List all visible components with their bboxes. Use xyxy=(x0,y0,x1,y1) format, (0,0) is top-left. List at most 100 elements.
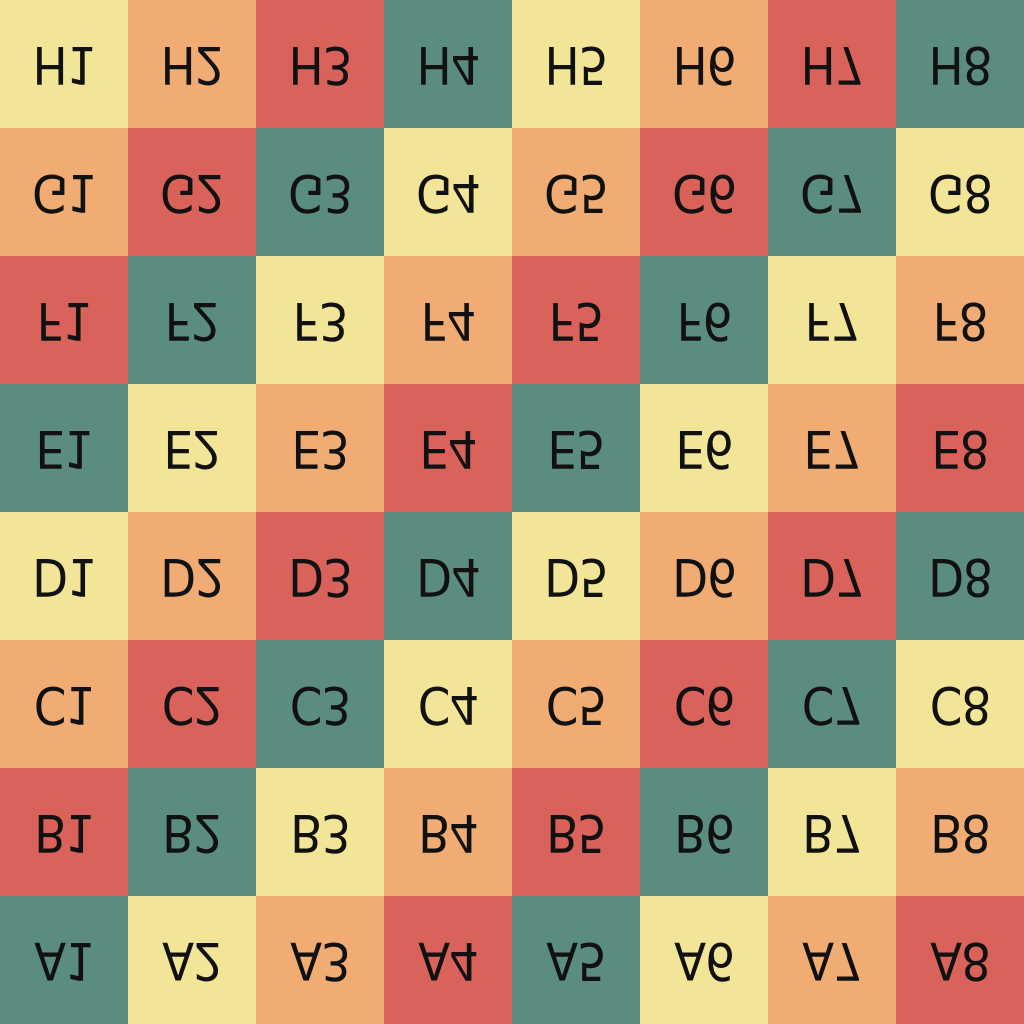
board-square-c5[interactable]: C5 xyxy=(512,640,640,768)
board-square-f3[interactable]: F3 xyxy=(256,256,384,384)
board-square-e4[interactable]: E4 xyxy=(384,384,512,512)
board-square-e1[interactable]: E1 xyxy=(0,384,128,512)
board-square-h8[interactable]: H8 xyxy=(896,0,1024,128)
board-square-g4[interactable]: G4 xyxy=(384,128,512,256)
square-label: H7 xyxy=(800,34,864,94)
board-square-d8[interactable]: D8 xyxy=(896,512,1024,640)
square-label: E5 xyxy=(547,418,605,478)
board-square-f5[interactable]: F5 xyxy=(512,256,640,384)
square-label: C4 xyxy=(417,674,479,734)
square-label: A2 xyxy=(162,930,222,990)
board-square-b7[interactable]: B7 xyxy=(768,768,896,896)
square-label: H5 xyxy=(544,34,608,94)
board-square-f2[interactable]: F2 xyxy=(128,256,256,384)
square-label: D2 xyxy=(160,546,224,606)
board-square-b1[interactable]: B1 xyxy=(0,768,128,896)
board-square-d5[interactable]: D5 xyxy=(512,512,640,640)
board-square-c7[interactable]: C7 xyxy=(768,640,896,768)
square-label: A4 xyxy=(418,930,478,990)
square-label: F6 xyxy=(676,290,732,350)
board-square-h1[interactable]: H1 xyxy=(0,0,128,128)
square-label: E4 xyxy=(419,418,477,478)
square-label: D4 xyxy=(416,546,480,606)
board-square-c1[interactable]: C1 xyxy=(0,640,128,768)
board-square-a4[interactable]: A4 xyxy=(384,896,512,1024)
board-square-g7[interactable]: G7 xyxy=(768,128,896,256)
board-square-d3[interactable]: D3 xyxy=(256,512,384,640)
square-label: H8 xyxy=(928,34,992,94)
board-square-a6[interactable]: A6 xyxy=(640,896,768,1024)
board-square-h4[interactable]: H4 xyxy=(384,0,512,128)
board-square-e2[interactable]: E2 xyxy=(128,384,256,512)
square-label: G3 xyxy=(287,162,352,222)
board-square-d1[interactable]: D1 xyxy=(0,512,128,640)
board-square-d7[interactable]: D7 xyxy=(768,512,896,640)
board-square-f4[interactable]: F4 xyxy=(384,256,512,384)
board-square-f1[interactable]: F1 xyxy=(0,256,128,384)
square-label: G2 xyxy=(159,162,224,222)
square-label: F5 xyxy=(548,290,604,350)
square-label: G1 xyxy=(31,162,96,222)
board-square-d6[interactable]: D6 xyxy=(640,512,768,640)
board-square-e5[interactable]: E5 xyxy=(512,384,640,512)
board-square-e8[interactable]: E8 xyxy=(896,384,1024,512)
board-square-b2[interactable]: B2 xyxy=(128,768,256,896)
board-square-e6[interactable]: E6 xyxy=(640,384,768,512)
board-square-c3[interactable]: C3 xyxy=(256,640,384,768)
square-label: C1 xyxy=(33,674,95,734)
board-square-h3[interactable]: H3 xyxy=(256,0,384,128)
board-square-a5[interactable]: A5 xyxy=(512,896,640,1024)
square-label: D8 xyxy=(928,546,992,606)
board-square-d2[interactable]: D2 xyxy=(128,512,256,640)
square-label: F3 xyxy=(292,290,348,350)
square-label: A8 xyxy=(930,930,990,990)
board-square-f7[interactable]: F7 xyxy=(768,256,896,384)
board-square-b5[interactable]: B5 xyxy=(512,768,640,896)
square-label: G5 xyxy=(543,162,608,222)
board-square-a8[interactable]: A8 xyxy=(896,896,1024,1024)
square-label: E8 xyxy=(931,418,989,478)
board-square-h7[interactable]: H7 xyxy=(768,0,896,128)
board-square-h5[interactable]: H5 xyxy=(512,0,640,128)
square-label: C3 xyxy=(289,674,351,734)
board-square-c6[interactable]: C6 xyxy=(640,640,768,768)
board-square-b3[interactable]: B3 xyxy=(256,768,384,896)
square-label: F1 xyxy=(36,290,92,350)
square-label: E1 xyxy=(35,418,93,478)
square-label: H3 xyxy=(288,34,352,94)
board-square-h6[interactable]: H6 xyxy=(640,0,768,128)
board-square-g2[interactable]: G2 xyxy=(128,128,256,256)
square-label: C2 xyxy=(161,674,223,734)
board-square-a1[interactable]: A1 xyxy=(0,896,128,1024)
board-square-b6[interactable]: B6 xyxy=(640,768,768,896)
board-square-c4[interactable]: C4 xyxy=(384,640,512,768)
square-label: B4 xyxy=(418,802,478,862)
board-square-a2[interactable]: A2 xyxy=(128,896,256,1024)
board-square-g1[interactable]: G1 xyxy=(0,128,128,256)
board-square-d4[interactable]: D4 xyxy=(384,512,512,640)
board-square-g3[interactable]: G3 xyxy=(256,128,384,256)
board-square-f6[interactable]: F6 xyxy=(640,256,768,384)
square-label: D6 xyxy=(672,546,736,606)
board-square-f8[interactable]: F8 xyxy=(896,256,1024,384)
board-square-g6[interactable]: G6 xyxy=(640,128,768,256)
square-label: A7 xyxy=(802,930,862,990)
board-square-b8[interactable]: B8 xyxy=(896,768,1024,896)
board-square-e3[interactable]: E3 xyxy=(256,384,384,512)
board-square-a3[interactable]: A3 xyxy=(256,896,384,1024)
square-label: C5 xyxy=(545,674,607,734)
board-square-c8[interactable]: C8 xyxy=(896,640,1024,768)
board-square-a7[interactable]: A7 xyxy=(768,896,896,1024)
square-label: C6 xyxy=(673,674,735,734)
square-label: D1 xyxy=(32,546,96,606)
square-label: E6 xyxy=(675,418,733,478)
square-label: B8 xyxy=(930,802,990,862)
board-square-e7[interactable]: E7 xyxy=(768,384,896,512)
board-square-g8[interactable]: G8 xyxy=(896,128,1024,256)
board-square-g5[interactable]: G5 xyxy=(512,128,640,256)
board-square-c2[interactable]: C2 xyxy=(128,640,256,768)
board-square-b4[interactable]: B4 xyxy=(384,768,512,896)
board-square-h2[interactable]: H2 xyxy=(128,0,256,128)
square-label: H4 xyxy=(416,34,480,94)
